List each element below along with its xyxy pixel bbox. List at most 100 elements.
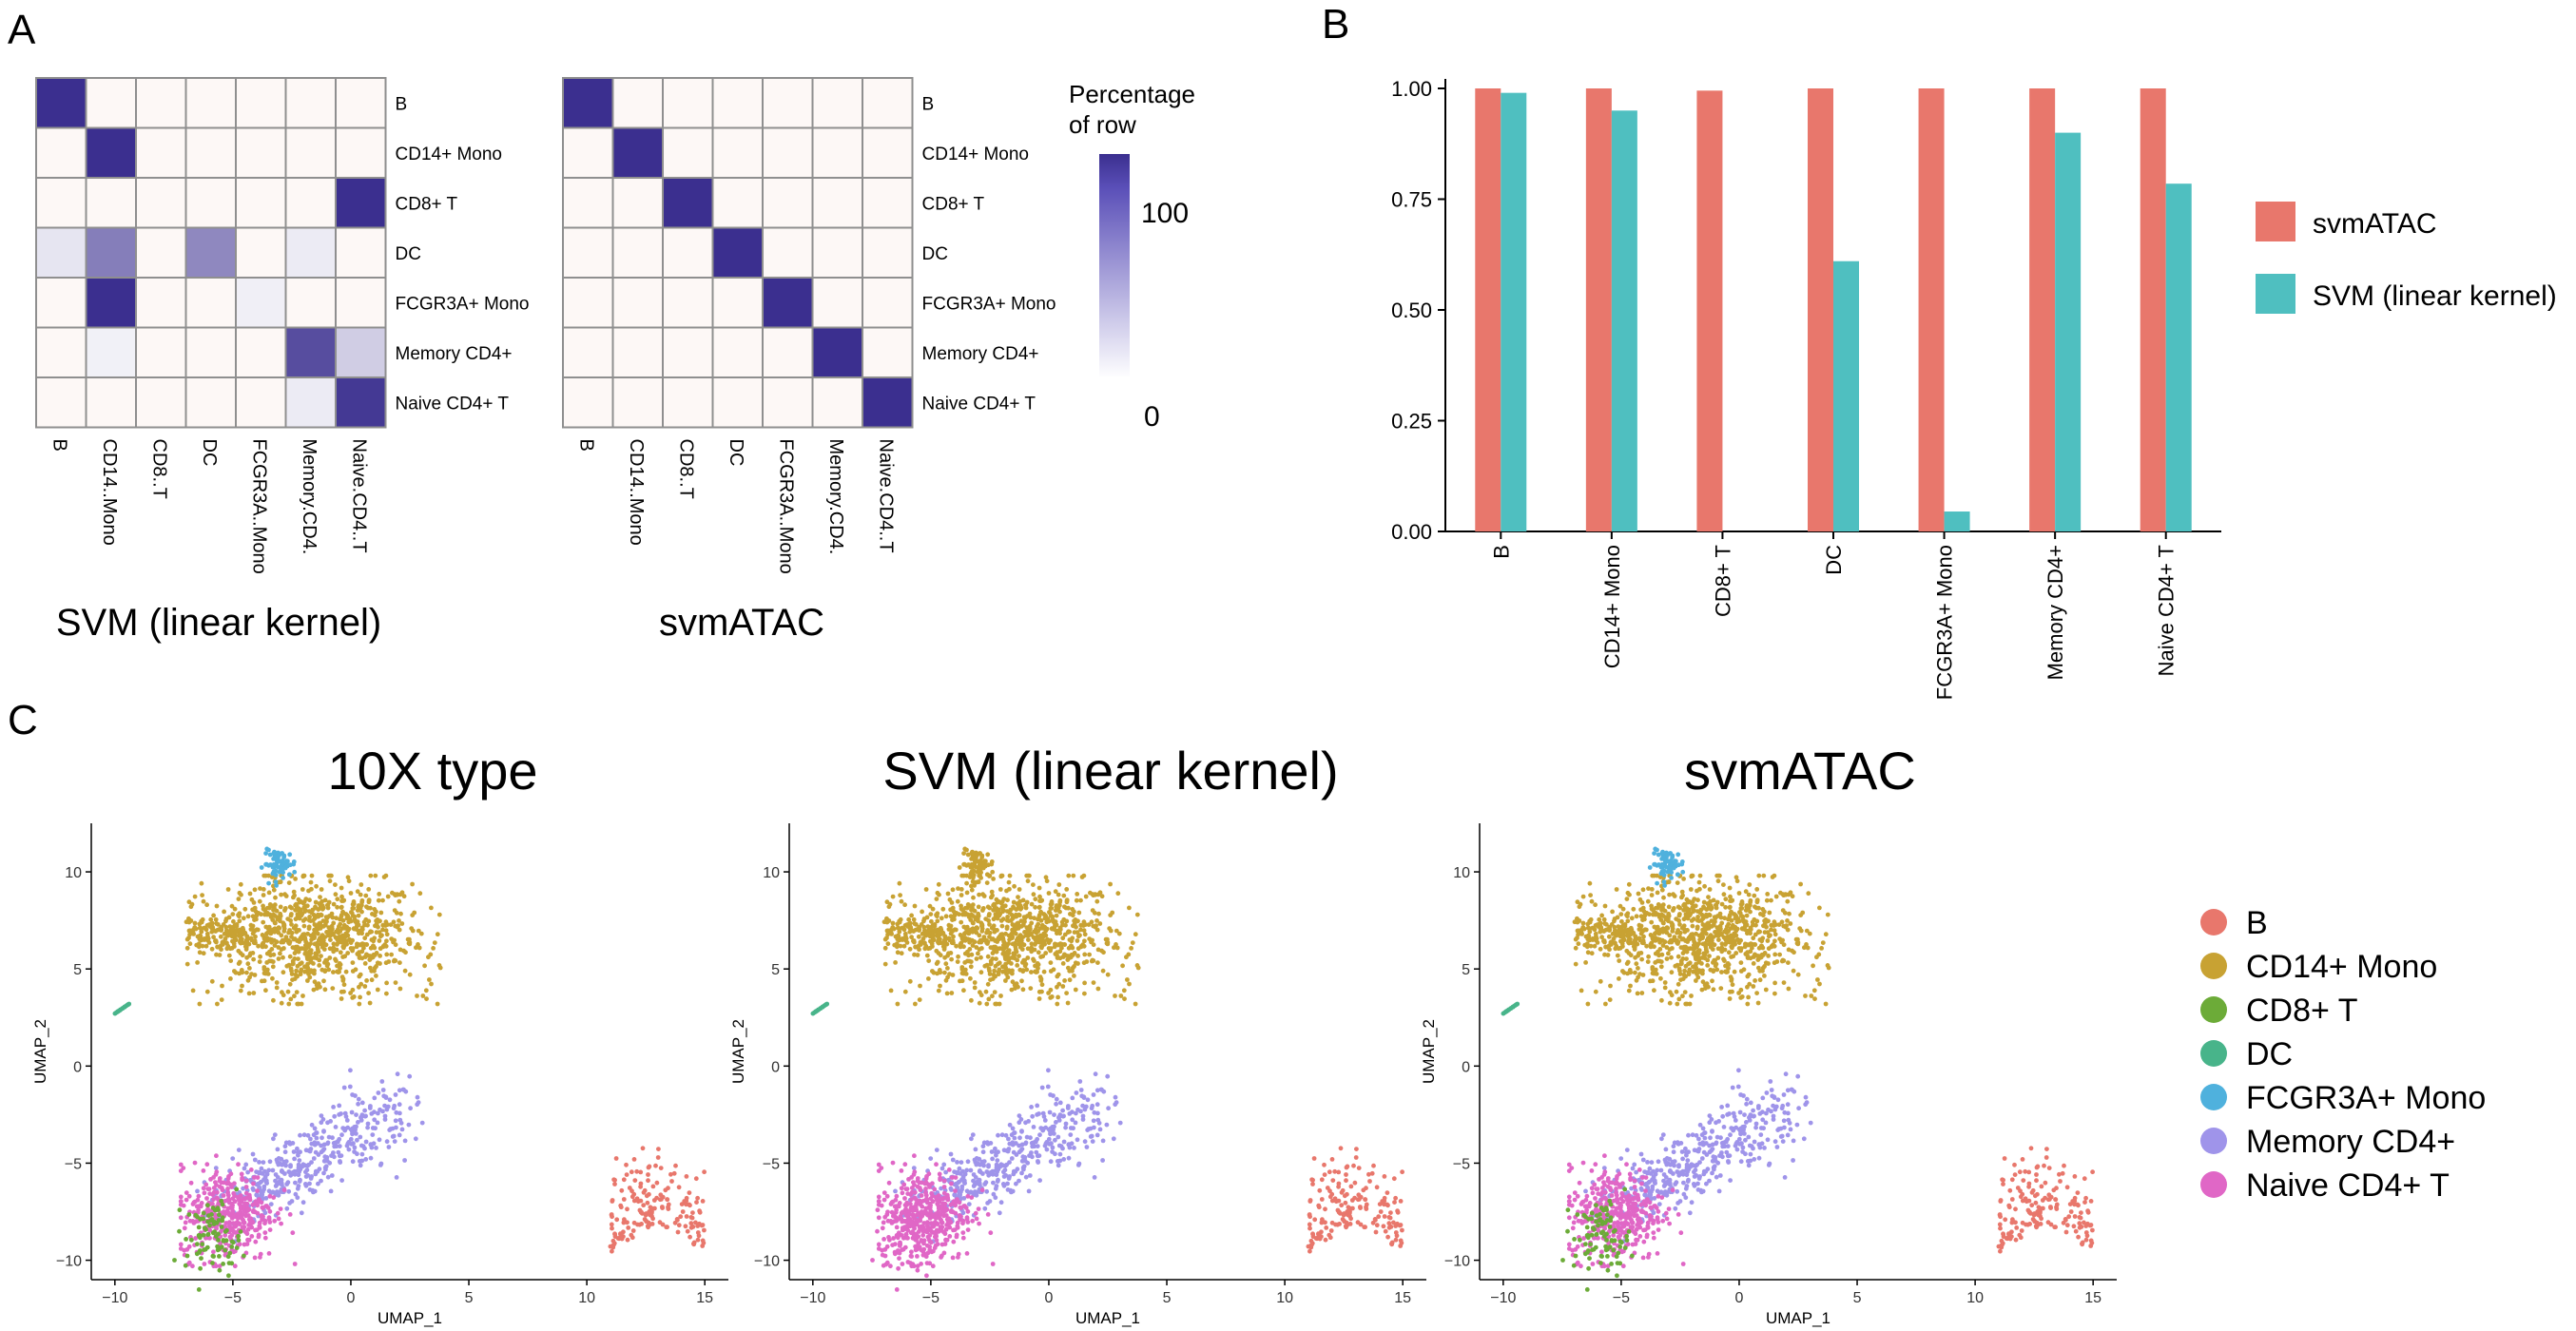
umap-point	[273, 1184, 279, 1188]
umap-point	[300, 918, 306, 923]
hm-atac-cell-r2-c2	[662, 177, 714, 229]
umap-point	[372, 907, 378, 912]
umap-point	[1768, 933, 1772, 938]
umap-point	[238, 881, 243, 887]
umap-point	[1127, 905, 1132, 911]
umap-point	[1072, 921, 1077, 927]
umap-point	[432, 940, 437, 945]
umap-point	[354, 1131, 358, 1136]
umap-point	[985, 941, 990, 946]
umap-point	[1343, 1200, 1348, 1206]
umap-point	[397, 918, 401, 923]
umap-point	[1037, 894, 1042, 899]
umap-point	[996, 970, 1001, 974]
umap-point	[236, 897, 242, 901]
umap-point	[262, 908, 267, 913]
umap-point	[944, 991, 950, 996]
umap-point	[228, 976, 233, 981]
umap-point	[1344, 1178, 1348, 1184]
umap-point	[961, 861, 967, 867]
umap-point	[1010, 941, 1016, 947]
umap-point	[318, 926, 323, 931]
umap-point	[876, 1215, 881, 1221]
hm-atac-cell-r2-c5	[811, 177, 863, 229]
umap-point	[925, 1234, 931, 1240]
umap-point	[344, 941, 349, 947]
umap-point	[940, 906, 946, 912]
umap-point	[341, 1085, 347, 1090]
umap-point	[338, 966, 342, 971]
umap-point	[916, 934, 921, 939]
umap-point	[277, 869, 282, 875]
umap-point	[335, 942, 339, 947]
umap-point	[215, 1001, 220, 1007]
umap-point	[351, 906, 357, 911]
umap-point	[226, 1196, 231, 1202]
umap-point	[989, 936, 995, 942]
umap-x-tick-label: 15	[2084, 1290, 2101, 1306]
umap-point	[893, 1242, 898, 1246]
umap-point	[976, 904, 981, 910]
umap-point	[357, 931, 361, 936]
umap-point	[964, 890, 970, 896]
umap-point	[880, 1225, 885, 1231]
umap-point	[1029, 970, 1034, 974]
umap-point	[649, 1208, 654, 1214]
umap-point	[884, 916, 889, 921]
umap-point	[323, 1167, 328, 1172]
umap-point	[1351, 1163, 1356, 1168]
umap-point	[348, 918, 354, 924]
umap-point	[377, 892, 382, 897]
umap-point	[246, 941, 252, 947]
umap-point	[200, 943, 205, 949]
umap-point	[974, 1216, 979, 1222]
umap-point	[286, 1169, 292, 1174]
umap-point	[297, 1158, 302, 1163]
umap-point	[1382, 1174, 1387, 1179]
umap-point	[1073, 987, 1078, 993]
umap-point	[934, 1238, 939, 1243]
umap-point	[210, 1230, 216, 1236]
umap-x-tick-label: 15	[696, 1290, 713, 1306]
umap-x-tick-label: −5	[224, 1290, 242, 1306]
umap-point	[972, 985, 978, 991]
umap-point	[1122, 996, 1127, 1001]
umap-point	[385, 894, 391, 899]
umap-point	[1045, 1084, 1051, 1090]
umap-point	[888, 1263, 893, 1269]
umap-point	[927, 1244, 933, 1249]
hm-svm-row-label: CD14+ Mono	[396, 145, 502, 164]
umap-y-tick-label: 5	[771, 962, 780, 978]
umap-point	[311, 955, 317, 960]
umap-point	[609, 1222, 614, 1227]
umap-point	[186, 936, 191, 940]
umap-point	[881, 1237, 886, 1242]
hm-svm-cell-r2-c0	[35, 177, 87, 229]
umap-point	[1043, 951, 1049, 955]
umap-point	[232, 1263, 238, 1269]
umap-point	[232, 906, 238, 912]
umap-point	[365, 1125, 370, 1130]
umap-point	[900, 1262, 905, 1266]
umap-point	[912, 1220, 918, 1225]
umap-point	[415, 1102, 420, 1108]
umap-point	[1048, 995, 1054, 1000]
umap-point	[1006, 918, 1012, 923]
umap-point	[954, 911, 959, 916]
umap-point	[204, 989, 210, 994]
umap-point	[1072, 930, 1077, 935]
umap-point	[1675, 981, 1681, 987]
umap-point	[882, 945, 888, 951]
umap-point	[234, 927, 239, 933]
umap-point	[1633, 970, 1637, 975]
umap-point	[191, 1200, 197, 1206]
umap-point	[688, 1221, 694, 1226]
umap-point	[923, 1176, 929, 1182]
umap-point	[1060, 954, 1066, 959]
umap-point	[1363, 1197, 1368, 1203]
umap-point	[334, 916, 339, 921]
umap-point	[1039, 1085, 1045, 1090]
umap-point	[225, 887, 231, 892]
umap-point	[389, 936, 395, 941]
umap-point	[238, 937, 243, 942]
